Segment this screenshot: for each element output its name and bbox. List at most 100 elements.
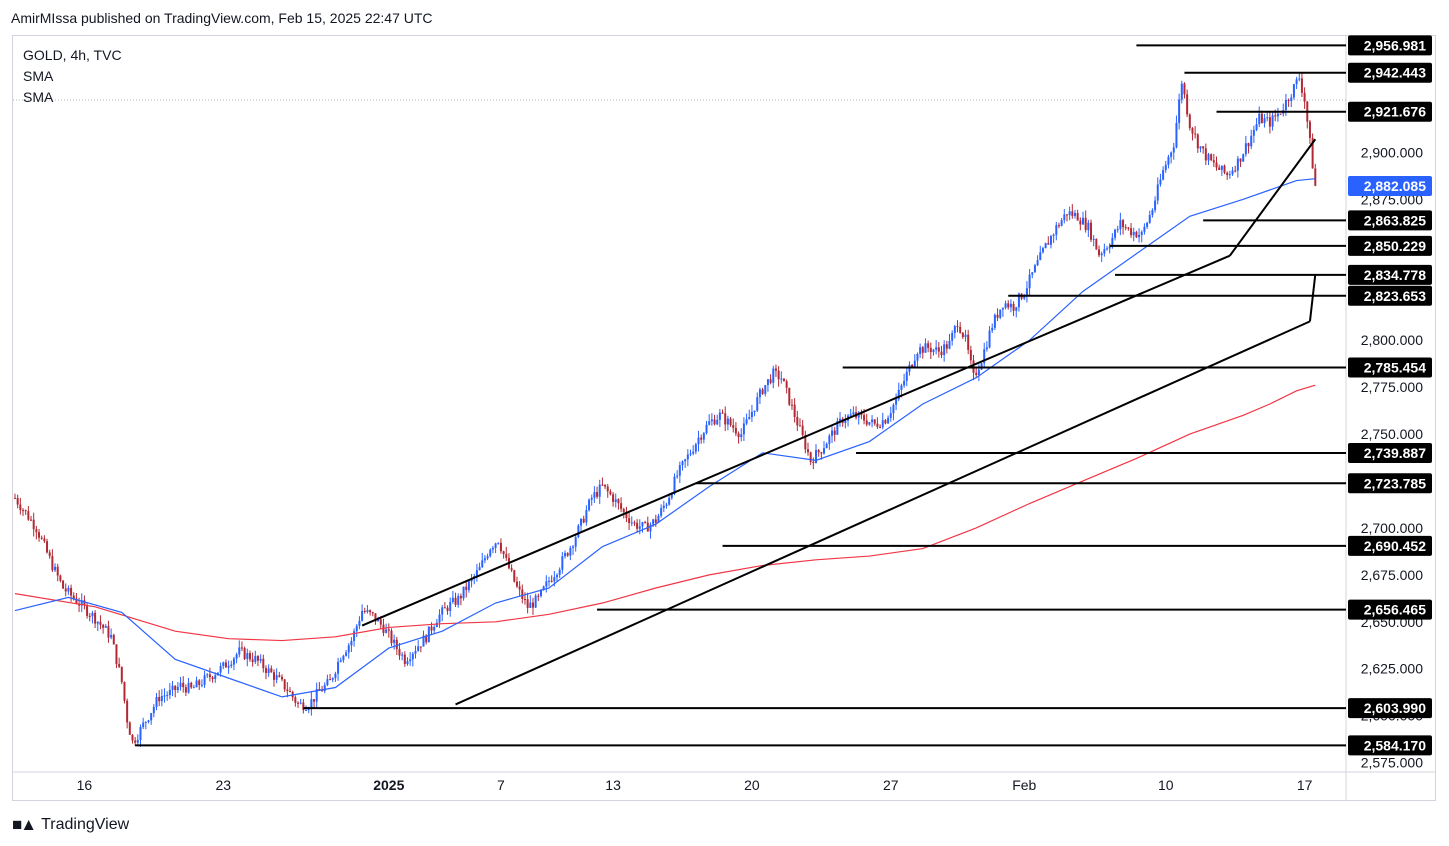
legend-symbol[interactable]: GOLD, 4h, TVC bbox=[23, 47, 122, 63]
trendline[interactable] bbox=[361, 254, 1231, 627]
candle bbox=[1004, 300, 1007, 310]
candle bbox=[1001, 307, 1004, 317]
candle bbox=[1087, 219, 1090, 238]
candle bbox=[788, 387, 791, 406]
candle bbox=[750, 404, 753, 422]
candle bbox=[881, 412, 884, 430]
candle bbox=[1154, 196, 1157, 213]
legend-sma-2[interactable]: SMA bbox=[23, 89, 54, 105]
price-level-label: 2,823.653 bbox=[1348, 285, 1432, 306]
candle bbox=[839, 411, 842, 427]
candle bbox=[1199, 146, 1202, 153]
candle bbox=[1127, 226, 1130, 231]
candle bbox=[729, 416, 732, 427]
candle bbox=[1162, 166, 1165, 181]
candle bbox=[686, 449, 689, 467]
candle bbox=[1314, 163, 1317, 187]
candle bbox=[64, 583, 67, 597]
candle bbox=[222, 661, 225, 670]
candle bbox=[1116, 225, 1119, 233]
price-level-label: 2,863.825 bbox=[1348, 210, 1432, 231]
candle bbox=[112, 633, 115, 645]
candle bbox=[678, 461, 681, 483]
candle bbox=[302, 698, 305, 714]
candle bbox=[1196, 133, 1199, 153]
candle bbox=[387, 623, 390, 638]
candle bbox=[1143, 223, 1146, 235]
candle bbox=[705, 420, 708, 435]
candle bbox=[1207, 152, 1210, 166]
legend-sma-1[interactable]: SMA bbox=[23, 68, 54, 84]
candle bbox=[774, 364, 777, 377]
candle bbox=[521, 584, 524, 604]
candle bbox=[62, 579, 65, 589]
candle bbox=[1092, 235, 1095, 247]
candle bbox=[556, 573, 559, 582]
candle bbox=[80, 593, 83, 613]
candle bbox=[118, 657, 121, 668]
candle bbox=[230, 660, 233, 669]
candle bbox=[206, 673, 209, 678]
candle bbox=[409, 651, 412, 666]
candle bbox=[1090, 219, 1093, 243]
candle bbox=[70, 584, 73, 602]
candle bbox=[390, 628, 393, 647]
candle bbox=[753, 410, 756, 417]
candle bbox=[1103, 243, 1106, 257]
candle bbox=[152, 704, 155, 718]
candle bbox=[481, 552, 484, 568]
candle bbox=[150, 712, 153, 725]
candle bbox=[812, 457, 815, 470]
x-tick-label: 23 bbox=[215, 777, 231, 793]
candle bbox=[1258, 106, 1261, 128]
candle bbox=[628, 512, 631, 530]
tradingview-brand[interactable]: ■▲ TradingView bbox=[12, 815, 129, 835]
candle bbox=[1138, 228, 1141, 243]
candle bbox=[604, 484, 607, 490]
candle bbox=[347, 642, 350, 659]
x-tick-label: 7 bbox=[497, 777, 505, 793]
candle bbox=[764, 385, 767, 397]
candle bbox=[1295, 76, 1298, 89]
candle bbox=[256, 655, 259, 667]
candle bbox=[417, 640, 420, 652]
candle bbox=[1194, 126, 1197, 139]
candle bbox=[91, 610, 94, 624]
candle bbox=[1191, 127, 1194, 141]
candle bbox=[238, 640, 241, 658]
candle bbox=[1122, 218, 1125, 235]
candle bbox=[951, 330, 954, 346]
candle bbox=[361, 604, 364, 622]
candle bbox=[107, 620, 110, 643]
candle bbox=[342, 654, 345, 663]
candle bbox=[1135, 230, 1138, 239]
candle bbox=[614, 493, 617, 508]
candle bbox=[179, 676, 182, 691]
candle bbox=[136, 734, 139, 746]
candle bbox=[134, 736, 137, 746]
candle bbox=[916, 352, 919, 367]
candle bbox=[561, 552, 564, 574]
candle bbox=[443, 602, 446, 609]
candle bbox=[1263, 113, 1266, 128]
candle bbox=[676, 470, 679, 479]
candle bbox=[1172, 142, 1175, 160]
candle bbox=[564, 550, 567, 559]
candle bbox=[470, 573, 473, 588]
candle bbox=[438, 609, 441, 628]
candle bbox=[1108, 243, 1111, 254]
trendline[interactable] bbox=[1229, 138, 1317, 257]
candle bbox=[192, 684, 195, 689]
candle bbox=[1057, 222, 1060, 229]
candle bbox=[345, 649, 348, 657]
trendline[interactable] bbox=[455, 320, 1311, 706]
candle bbox=[46, 538, 49, 554]
trendline[interactable] bbox=[1308, 274, 1317, 322]
candle bbox=[246, 648, 249, 667]
candle bbox=[919, 343, 922, 358]
candle bbox=[1287, 98, 1290, 107]
candle bbox=[171, 680, 174, 697]
candle bbox=[1279, 113, 1282, 115]
candle bbox=[993, 313, 996, 330]
